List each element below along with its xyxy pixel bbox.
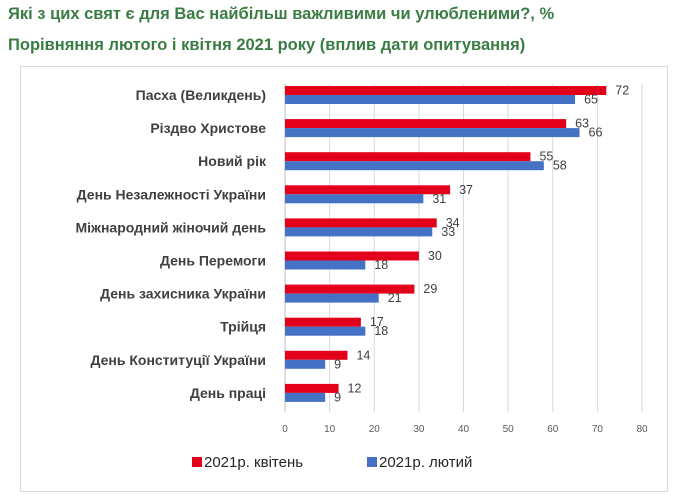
legend-label: 2021р. квітень <box>204 454 303 471</box>
bar <box>285 392 326 402</box>
data-label: 18 <box>374 258 388 272</box>
chart-subtitle: Порівняння лютого і квітня 2021 року (вп… <box>8 36 526 54</box>
data-label: 34 <box>446 216 460 230</box>
data-label: 9 <box>334 357 341 371</box>
data-label: 33 <box>441 225 455 239</box>
bar <box>285 128 580 138</box>
data-label: 14 <box>356 348 370 362</box>
bar <box>285 359 326 369</box>
category-label: День Перемоги <box>160 253 266 269</box>
bar <box>285 218 437 228</box>
category-label: Новий рік <box>198 153 267 169</box>
bar <box>285 194 424 204</box>
legend-swatch <box>192 457 202 467</box>
data-label: 30 <box>428 249 442 263</box>
data-label: 17 <box>370 315 384 329</box>
data-label: 66 <box>589 126 603 140</box>
data-label: 21 <box>388 291 402 305</box>
chart-title: Які з цих свят є для Вас найбільш важлив… <box>8 5 555 23</box>
bar <box>285 260 366 270</box>
bar <box>285 152 531 162</box>
data-label: 63 <box>575 117 589 131</box>
bar <box>285 293 379 303</box>
x-tick-label: 80 <box>636 424 648 435</box>
category-label: Трійця <box>220 319 266 335</box>
legend-swatch <box>367 457 377 467</box>
labels: 0 10 20 30 40 50 60 70 80 Пасха (Великдень) 72 65 Рі… <box>75 84 648 436</box>
bar <box>285 95 576 104</box>
data-label: 58 <box>553 159 567 173</box>
bar <box>285 227 433 237</box>
data-label: 72 <box>615 84 629 98</box>
data-label: 31 <box>432 192 446 206</box>
x-tick-label: 10 <box>324 424 336 435</box>
bar <box>285 86 607 95</box>
legend-label: 2021р. лютий <box>379 454 472 471</box>
bar <box>285 317 361 327</box>
category-label: День захисника України <box>100 286 266 302</box>
bar <box>285 383 339 393</box>
category-label: Пасха (Великдень) <box>136 87 266 103</box>
bar <box>285 185 451 195</box>
category-label: Різдво Христове <box>150 120 266 136</box>
x-tick-label: 50 <box>503 424 515 435</box>
bar <box>285 161 544 171</box>
x-tick-label: 70 <box>592 424 604 435</box>
category-label: День праці <box>190 385 266 401</box>
bar <box>285 119 567 129</box>
data-label: 37 <box>459 183 473 197</box>
x-tick-label: 40 <box>458 424 470 435</box>
data-label: 29 <box>423 282 437 296</box>
data-label: 9 <box>334 390 341 404</box>
bars <box>285 86 607 402</box>
category-label: Міжнародний жіночий день <box>75 219 266 235</box>
x-tick-label: 30 <box>413 424 425 435</box>
legend: 2021р. квітень 2021р. лютий <box>192 454 472 471</box>
bar <box>285 284 415 294</box>
x-tick-label: 20 <box>369 424 381 435</box>
bar <box>285 251 419 261</box>
category-label: День Конституції України <box>90 352 266 368</box>
category-label: День Незалежності України <box>77 186 266 202</box>
x-tick-label: 0 <box>282 424 288 435</box>
data-label: 65 <box>584 93 598 107</box>
data-label: 55 <box>539 150 553 164</box>
bar <box>285 350 348 360</box>
bar <box>285 326 366 336</box>
data-label: 18 <box>374 324 388 338</box>
x-tick-label: 60 <box>547 424 559 435</box>
data-label: 12 <box>348 381 362 395</box>
